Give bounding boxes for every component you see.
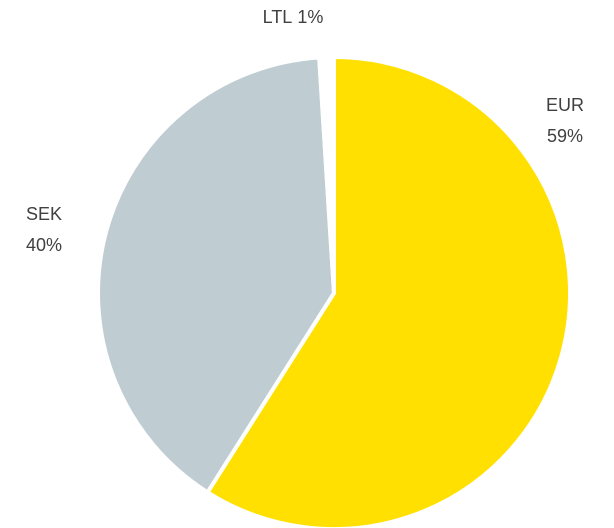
slice-label-value: 1% [297,7,323,27]
slice-label-name: SEK [26,204,62,224]
slice-label-name: EUR [546,95,584,115]
pie-slice [317,55,336,295]
slice-label-value: 40% [26,235,62,255]
slice-label-value: 59% [547,126,583,146]
pie-slice [205,55,572,528]
pie-slice [96,55,336,495]
slice-label: LTL 1% [263,7,324,27]
slice-label-name: LTL [263,7,293,27]
